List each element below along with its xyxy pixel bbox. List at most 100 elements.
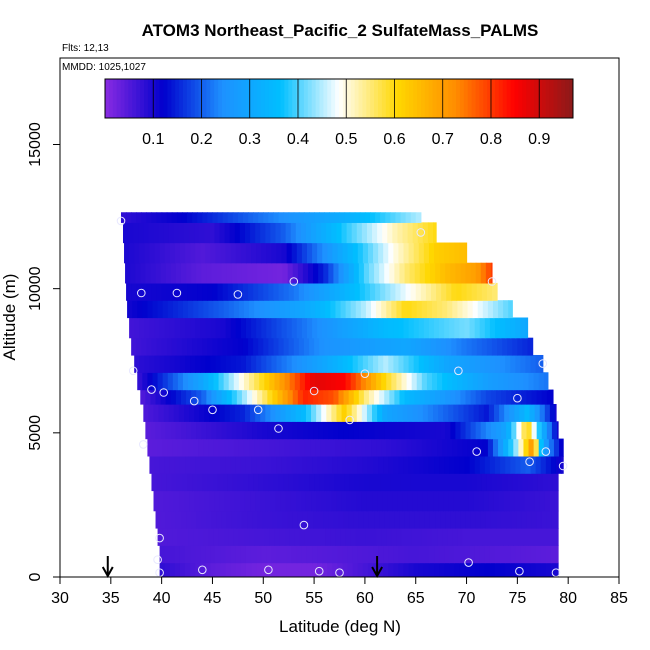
heatmap-cell — [260, 490, 266, 512]
heatmap-cell — [413, 562, 420, 577]
heatmap-cell — [368, 262, 375, 284]
heatmap-cell — [154, 455, 161, 474]
y-axis-label: Altitude (m) — [0, 274, 19, 361]
colorbar-segment — [233, 79, 239, 118]
sample-point — [464, 558, 473, 567]
heatmap-cell — [386, 300, 392, 319]
heatmap-cell — [264, 300, 270, 319]
heatmap-cell — [196, 262, 202, 284]
heatmap-cell — [261, 562, 267, 577]
heatmap-cell — [175, 421, 182, 440]
heatmap-cell — [409, 389, 416, 405]
heatmap-cell — [316, 404, 322, 422]
heatmap-cell — [281, 455, 288, 474]
heatmap-cell — [185, 562, 191, 577]
heatmap-cell — [285, 222, 292, 244]
heatmap-cell — [244, 222, 251, 244]
heatmap-cell — [500, 354, 506, 373]
heatmap-cell — [499, 404, 505, 422]
heatmap-cell — [236, 421, 243, 440]
colorbar-segment — [354, 79, 359, 118]
heatmap-cell — [200, 545, 206, 564]
heatmap-cell — [350, 527, 357, 546]
heatmap-cell — [219, 222, 226, 244]
heatmap-cell — [360, 527, 367, 546]
colorbar-segment — [319, 79, 324, 118]
heatmap-cell — [166, 282, 173, 301]
heatmap-cell — [485, 389, 492, 405]
heatmap-cell — [281, 545, 288, 564]
heatmap-cell — [362, 545, 369, 564]
heatmap-cell — [300, 404, 307, 422]
heatmap-cell — [301, 354, 308, 373]
heatmap-cell — [210, 317, 217, 339]
colorbar-segment — [268, 79, 274, 118]
heatmap-cell — [406, 300, 413, 319]
heatmap-cell — [387, 490, 393, 512]
colorbar-segment — [553, 79, 558, 118]
sample-point — [147, 385, 156, 394]
heatmap-cell — [181, 337, 188, 356]
heatmap-cell — [530, 562, 537, 577]
heatmap-cell — [208, 300, 215, 319]
heatmap-cell — [408, 455, 415, 474]
heatmap-cell — [271, 354, 278, 373]
heatmap-cell — [264, 372, 270, 391]
heatmap-cell — [505, 562, 511, 577]
heatmap-cell — [220, 455, 227, 474]
heatmap-cell — [502, 473, 508, 492]
x-tick-label: 40 — [153, 590, 171, 607]
heatmap-cell — [449, 455, 455, 474]
down-arrow — [101, 556, 114, 579]
heatmap-cell — [306, 317, 313, 339]
heatmap-cell — [380, 337, 386, 356]
heatmap-cell — [365, 300, 372, 319]
heatmap-cell — [428, 317, 435, 339]
heatmap-cell — [369, 212, 376, 223]
colorbar-segment — [350, 79, 356, 118]
heatmap-cell — [245, 545, 252, 564]
heatmap-cell — [451, 282, 457, 301]
heatmap-cell — [162, 372, 169, 391]
colorbar-segment — [307, 79, 313, 118]
heatmap-cell — [409, 262, 416, 284]
heatmap-cell — [535, 354, 542, 373]
heatmap-cell — [359, 473, 366, 492]
heatmap-cell — [193, 372, 199, 391]
heatmap-cell — [474, 455, 481, 474]
heatmap-cell — [309, 282, 315, 301]
heatmap-cell — [403, 354, 410, 373]
heatmap-cell — [278, 282, 285, 301]
heatmap-cell — [410, 337, 417, 356]
heatmap-cell — [155, 389, 162, 405]
heatmap-cell — [371, 438, 377, 457]
heatmap-cell — [472, 300, 479, 319]
heatmap-cell — [519, 404, 526, 422]
heatmap-cell — [412, 404, 419, 422]
colorbar-segment — [483, 79, 488, 118]
heatmap-cell — [550, 545, 557, 564]
heatmap-cell — [286, 455, 293, 474]
heatmap-cell — [279, 438, 286, 457]
heatmap-cell — [220, 317, 227, 339]
heatmap-cell — [254, 300, 260, 319]
heatmap-cell — [266, 242, 272, 264]
heatmap-cell — [466, 473, 473, 492]
heatmap-cell — [282, 421, 289, 440]
heatmap-cell — [166, 212, 173, 223]
heatmap-cell — [213, 527, 220, 546]
heatmap-cell — [372, 222, 378, 244]
colorbar-segment — [140, 79, 145, 118]
heatmap-cell — [516, 421, 523, 440]
heatmap-cell — [237, 337, 244, 356]
heatmap-cell — [218, 527, 225, 546]
heatmap-cell — [330, 300, 337, 319]
heatmap-cell — [170, 262, 177, 284]
heatmap-cell — [434, 354, 440, 373]
heatmap-cell — [461, 282, 468, 301]
sample-point — [515, 566, 524, 576]
heatmap-cell — [386, 372, 392, 391]
heatmap-cell — [341, 490, 348, 512]
heatmap-cell — [164, 354, 171, 373]
heatmap-cell — [139, 354, 145, 373]
